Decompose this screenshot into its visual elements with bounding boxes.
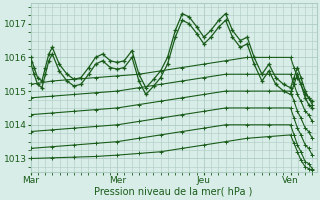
X-axis label: Pression niveau de la mer( hPa ): Pression niveau de la mer( hPa ) — [94, 187, 253, 197]
